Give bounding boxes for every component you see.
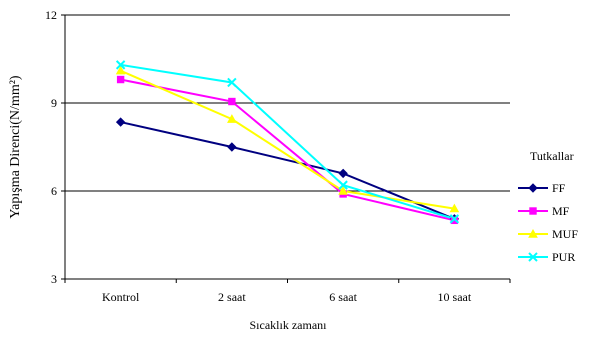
x-tick-label-0: Kontrol xyxy=(102,290,140,304)
y-tick-label-1: 6 xyxy=(51,184,57,198)
series-line-muf xyxy=(120,69,455,210)
point-mf-1 xyxy=(228,97,236,106)
x-tick-label-3: 10 saat xyxy=(438,290,472,304)
y-ticks: 3 6 9 12 xyxy=(45,8,65,286)
y-tick-label-0: 3 xyxy=(51,272,57,286)
point-pur-0 xyxy=(115,60,126,70)
series-lines xyxy=(120,63,455,222)
legend: Tutkallar FF MF MUF PUR xyxy=(518,149,578,264)
point-pur-1 xyxy=(227,77,237,88)
point-muf-1 xyxy=(227,114,237,123)
legend-swatch-marker-ff xyxy=(528,183,538,193)
legend-label-mf: MF xyxy=(552,204,570,218)
series-line-ff xyxy=(120,121,455,220)
legend-label-muf: MUF xyxy=(552,227,578,241)
point-pur-2 xyxy=(338,180,348,190)
point-ff-1 xyxy=(227,142,237,152)
point-ff-0 xyxy=(115,117,126,127)
x-tick-label-2: 6 saat xyxy=(329,290,357,304)
series-line-pur xyxy=(120,63,455,220)
legend-swatch-marker-mf xyxy=(529,207,537,215)
legend-swatch-marker-pur xyxy=(528,252,538,262)
y-axis-title: Yapışma Direnci(N/mm²) xyxy=(8,75,23,218)
legend-title: Tutkallar xyxy=(530,149,574,163)
legend-label-ff: FF xyxy=(552,181,566,195)
y-tick-label-2: 9 xyxy=(51,96,57,110)
point-muf-3 xyxy=(449,203,460,213)
point-ff-2 xyxy=(338,168,348,179)
legend-swatch-marker-muf xyxy=(528,228,538,238)
point-muf-0 xyxy=(115,65,126,75)
x-tick-label-1: 2 saat xyxy=(218,290,246,304)
x-axis-title: Sıcaklık zamanı xyxy=(250,318,328,332)
legend-label-pur: PUR xyxy=(552,250,575,264)
point-mf-0 xyxy=(116,75,125,84)
x-ticks: Kontrol 2 saat 6 saat 10 saat xyxy=(64,279,511,304)
point-mf-3 xyxy=(450,216,459,225)
series-markers xyxy=(115,60,460,225)
point-muf-2 xyxy=(338,185,348,195)
point-pur-3 xyxy=(449,214,460,224)
y-tick-label-3: 12 xyxy=(45,8,57,22)
series-line-mf xyxy=(120,78,455,222)
